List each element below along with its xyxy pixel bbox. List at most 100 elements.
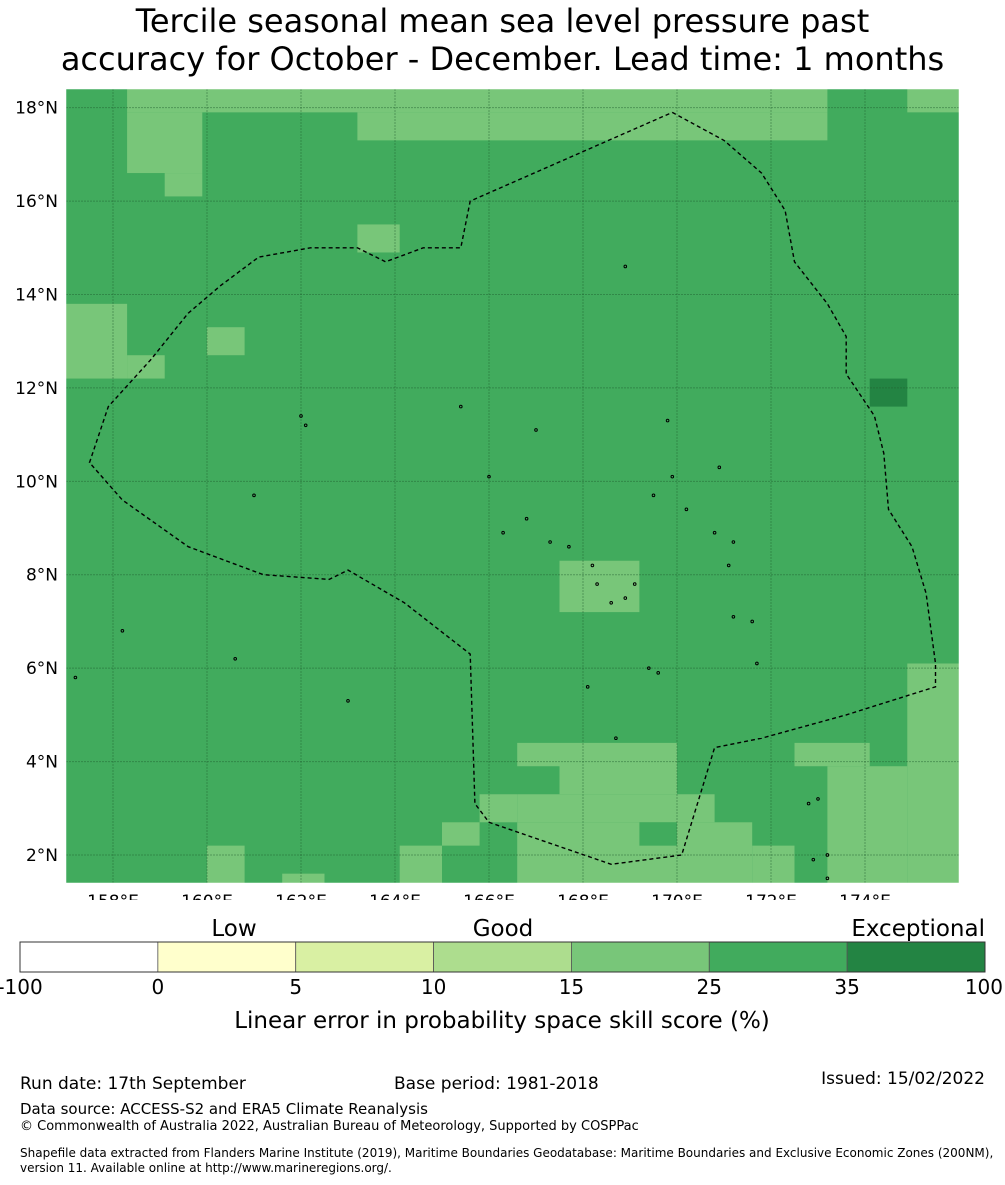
colorbar-segment bbox=[157, 941, 297, 973]
colorbar-tick-label: 5 bbox=[289, 975, 302, 999]
island bbox=[712, 530, 717, 535]
skill-cell bbox=[559, 742, 677, 795]
latitude-label: 18°N bbox=[15, 99, 58, 119]
skill-cell bbox=[282, 873, 325, 883]
skill-cell bbox=[639, 822, 677, 846]
latitude-label: 2°N bbox=[26, 846, 58, 866]
colorbar: Low Good Exceptional -100 0 5 10 15 25 35 100 L… bbox=[0, 916, 1003, 1034]
map-islands bbox=[73, 264, 830, 881]
longitude-labels: 158°E 160°E 162°E 164°E 166°E 168°E 170°E 172°E… bbox=[87, 892, 891, 900]
longitude-label: 174°E bbox=[839, 892, 891, 900]
shapefile-credit: Shapefile data extracted from Flanders M… bbox=[20, 1146, 994, 1175]
skill-cell bbox=[442, 822, 480, 846]
issued-date: Issued: 15/02/2022 bbox=[821, 1069, 985, 1089]
island bbox=[623, 596, 628, 600]
longitude-label: 158°E bbox=[87, 892, 139, 900]
skill-cell bbox=[127, 89, 828, 113]
colorbar-segments bbox=[19, 941, 986, 973]
skill-cell bbox=[399, 845, 442, 883]
skill-cell bbox=[127, 355, 165, 379]
map-grid-cells bbox=[66, 89, 959, 883]
skill-cell bbox=[357, 112, 828, 141]
longitude-label: 166°E bbox=[463, 892, 515, 900]
longitude-label: 172°E bbox=[745, 892, 797, 900]
eez-boundary bbox=[88, 111, 937, 866]
island bbox=[811, 857, 816, 862]
island bbox=[614, 736, 618, 741]
longitude-label: 164°E bbox=[369, 892, 421, 900]
island bbox=[120, 628, 125, 633]
island bbox=[816, 797, 820, 801]
colorbar-outline bbox=[19, 941, 986, 973]
colorbar-heading-exceptional: Exceptional bbox=[851, 916, 985, 942]
eez-boundary-layer bbox=[88, 111, 937, 866]
island bbox=[567, 544, 571, 549]
skill-cell bbox=[907, 89, 959, 113]
skill-cell bbox=[164, 173, 203, 197]
colorbar-tick-label: -100 bbox=[0, 975, 43, 999]
island bbox=[548, 540, 552, 544]
colorbar-heading-low: Low bbox=[211, 916, 256, 942]
data-source: Data source: ACCESS-S2 and ERA5 Climate … bbox=[20, 1100, 428, 1118]
colorbar-axis-label: Linear error in probability space skill … bbox=[234, 1008, 770, 1034]
colorbar-tick-label: 25 bbox=[697, 975, 722, 999]
latitude-label: 8°N bbox=[26, 566, 58, 586]
colorbar-tick-label: 10 bbox=[421, 975, 446, 999]
skill-cell bbox=[752, 845, 795, 883]
colorbar-segment bbox=[708, 941, 848, 973]
island bbox=[647, 666, 651, 670]
colorbar-tick-label: 0 bbox=[151, 975, 164, 999]
island bbox=[670, 474, 675, 479]
colorbar-tick-label: 100 bbox=[965, 975, 1003, 999]
latitude-label: 6°N bbox=[26, 659, 58, 679]
colorbar-segment bbox=[846, 941, 986, 973]
skill-cell bbox=[677, 822, 753, 883]
island bbox=[731, 540, 736, 544]
colorbar-segment bbox=[571, 941, 710, 973]
island bbox=[717, 465, 722, 470]
map-border bbox=[65, 88, 960, 884]
skill-cell bbox=[207, 845, 245, 883]
island bbox=[303, 423, 308, 428]
longitude-label: 168°E bbox=[557, 892, 609, 900]
skill-score-map: 2°N 4°N 6°N 8°N 10°N 12°N 14°N 16°N 18°N 158°E 16… bbox=[15, 88, 960, 900]
island bbox=[651, 493, 656, 498]
longitude-label: 162°E bbox=[275, 892, 327, 900]
island bbox=[595, 582, 599, 586]
skill-cell bbox=[907, 663, 959, 883]
skill-cell bbox=[677, 794, 715, 823]
island bbox=[534, 428, 538, 432]
longitude-label: 170°E bbox=[651, 892, 703, 900]
island bbox=[459, 404, 463, 409]
colorbar-tick-label: 35 bbox=[834, 975, 859, 999]
skill-cell bbox=[127, 112, 203, 174]
skill-cell bbox=[66, 303, 128, 379]
copyright-notice: © Commonwealth of Australia 2022, Austra… bbox=[20, 1119, 639, 1134]
island bbox=[825, 876, 830, 881]
skill-cell bbox=[559, 560, 640, 613]
latitude-label: 16°N bbox=[15, 192, 58, 212]
skill-cell bbox=[357, 224, 400, 253]
latitude-label: 14°N bbox=[15, 286, 58, 306]
skill-cell bbox=[517, 742, 560, 767]
base-period: Base period: 1981-2018 bbox=[394, 1074, 599, 1094]
skill-cell bbox=[869, 378, 908, 407]
chart-title-line-1: Tercile seasonal mean sea level pressure… bbox=[135, 2, 870, 40]
island bbox=[609, 600, 614, 605]
island bbox=[252, 493, 256, 498]
island bbox=[632, 582, 637, 586]
colorbar-tick-labels: -100 0 5 10 15 25 35 100 bbox=[0, 975, 1003, 999]
longitude-label: 160°E bbox=[181, 892, 233, 900]
chart-title: Tercile seasonal mean sea level pressure… bbox=[0, 2, 1005, 78]
island bbox=[623, 264, 628, 269]
skill-cell bbox=[827, 766, 908, 883]
island bbox=[590, 563, 595, 568]
island bbox=[501, 530, 505, 535]
colorbar-tick-label: 15 bbox=[559, 975, 584, 999]
island bbox=[806, 801, 811, 806]
skill-cell bbox=[517, 794, 677, 823]
run-date: Run date: 17th September bbox=[20, 1074, 246, 1094]
island bbox=[585, 685, 590, 689]
skill-cell bbox=[207, 327, 245, 356]
colorbar-heading-good: Good bbox=[473, 916, 534, 942]
